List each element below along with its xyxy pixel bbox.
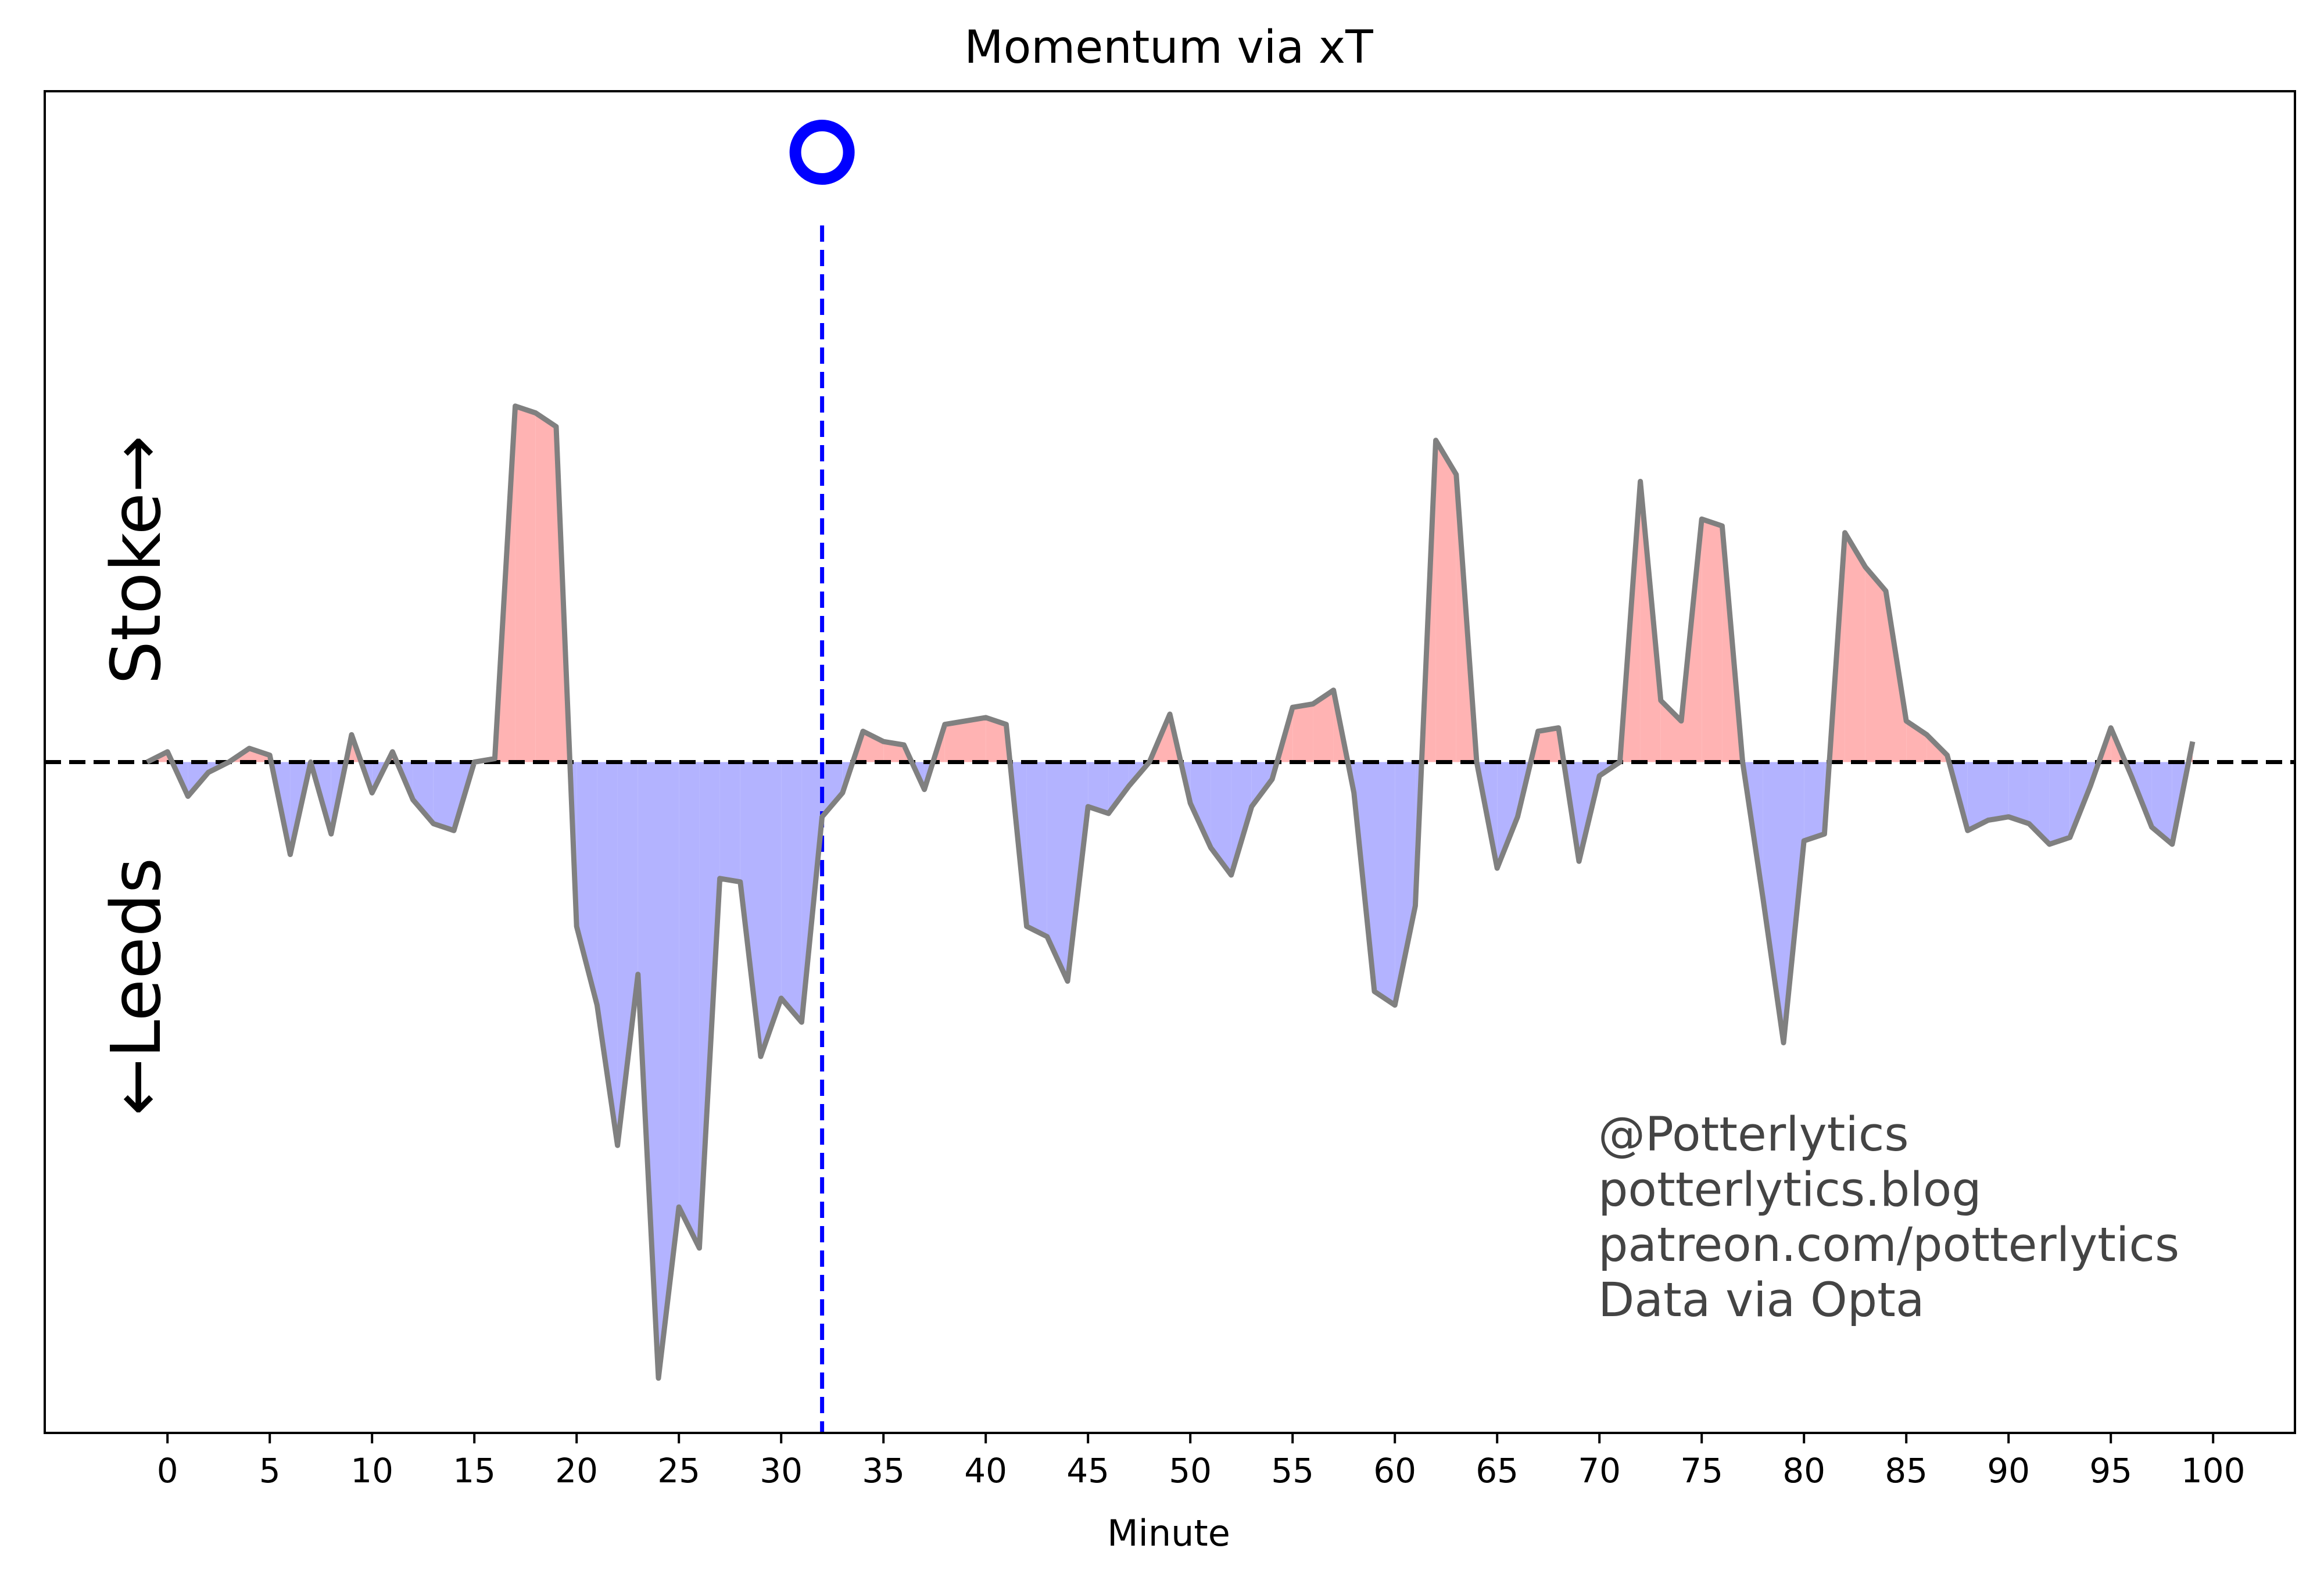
credit-patreon: patreon.com/potterlytics: [1598, 1218, 2179, 1273]
leeds-area-segment: [719, 762, 740, 882]
leeds-area-segment: [1088, 762, 1109, 813]
stoke-area-segment: [1435, 440, 1456, 762]
stoke-area-segment: [944, 721, 965, 762]
x-axis: 0 5 10 15 20 25 30 35 40 45 50 55 60 65 70 75 80 85 90 95 10…: [157, 1433, 2246, 1490]
x-tick-label: 70: [1578, 1451, 1621, 1490]
leeds-area-segment: [433, 762, 454, 831]
leeds-area-segment: [1988, 762, 2009, 820]
leeds-area-segment: [781, 762, 802, 1023]
leeds-area-segment: [1211, 762, 1231, 875]
x-tick-label: 20: [555, 1451, 598, 1490]
x-tick-label: 15: [453, 1451, 496, 1490]
leeds-area-segment: [1026, 762, 1047, 937]
leeds-area-segment: [679, 762, 700, 1248]
x-tick-label: 45: [1066, 1451, 1109, 1490]
stoke-area-segment: [1538, 728, 1559, 762]
leeds-area-segment: [1108, 762, 1129, 813]
x-tick-label: 50: [1169, 1451, 1212, 1490]
momentum-line: [145, 403, 2196, 1381]
stoke-area-segment: [986, 717, 1007, 762]
x-tick-label: 65: [1476, 1451, 1519, 1490]
credit-twitter: @Potterlytics: [1598, 1108, 1909, 1162]
x-axis-label: Minute: [1107, 1512, 1230, 1554]
stoke-area-segment: [1702, 519, 1723, 762]
x-tick-label: 75: [1680, 1451, 1723, 1490]
leeds-area-segment: [2008, 762, 2029, 824]
leeds-area-segment: [1967, 762, 1988, 831]
leeds-area-segment: [761, 762, 782, 1057]
leeds-area-segment: [638, 762, 658, 1378]
credits: @Potterlytics potterlytics.blog patreon.…: [1598, 1108, 2179, 1328]
stoke-area-segment: [535, 413, 556, 762]
stoke-label: Stoke→: [96, 435, 176, 685]
x-tick-label: 0: [157, 1451, 178, 1490]
plot-area: [45, 120, 2295, 1433]
credit-data-source: Data via Opta: [1598, 1273, 1925, 1328]
stoke-area-segment: [1906, 721, 1927, 762]
chart-title: Momentum via xT: [964, 21, 1373, 74]
x-tick-label: 30: [760, 1451, 803, 1490]
x-tick-label: 80: [1782, 1451, 1825, 1490]
leeds-area-segment: [740, 762, 761, 1057]
stoke-area-segment: [1865, 567, 1886, 762]
x-tick-label: 25: [657, 1451, 700, 1490]
stoke-area-segment: [1313, 690, 1334, 762]
x-tick-label: 95: [2089, 1451, 2132, 1490]
x-tick-label: 85: [1885, 1451, 1928, 1490]
x-tick-label: 100: [2181, 1451, 2246, 1490]
leeds-area-segment: [822, 762, 843, 817]
stoke-area-segment: [1845, 532, 1865, 762]
leeds-area-segment: [2049, 762, 2070, 844]
plot-frame: [44, 90, 2296, 1434]
x-tick-label: 40: [964, 1451, 1007, 1490]
x-tick-label: 90: [1987, 1451, 2030, 1490]
leeds-area-segment: [1804, 762, 1825, 841]
stoke-area-segment: [515, 406, 536, 762]
leeds-area-segment: [658, 762, 679, 1378]
x-tick-label: 35: [862, 1451, 905, 1490]
leeds-area-segment: [617, 762, 638, 1146]
x-tick-label: 55: [1271, 1451, 1314, 1490]
leeds-area-segment: [1497, 762, 1518, 869]
leeds-area-segment: [597, 762, 618, 1146]
stoke-area-segment: [965, 717, 986, 762]
x-tick-label: 5: [259, 1451, 281, 1490]
credit-blog: potterlytics.blog: [1598, 1163, 1982, 1217]
leeds-area-segment: [2029, 762, 2050, 844]
leeds-label: ←Leeds: [96, 858, 176, 1116]
leeds-area-segment: [1374, 762, 1395, 1005]
leeds-area-segment: [413, 762, 434, 824]
leeds-area-segment: [1763, 762, 1784, 1043]
leeds-area-segment: [1395, 762, 1416, 1005]
leeds-area-segment: [1231, 762, 1252, 875]
goal-marker: [789, 120, 855, 185]
leeds-area-segment: [1047, 762, 1068, 981]
stoke-area-segment: [1292, 704, 1313, 762]
leeds-area-segment: [2151, 762, 2172, 844]
x-tick-label: 60: [1373, 1451, 1416, 1490]
x-tick-label: 10: [350, 1451, 393, 1490]
leeds-area-segment: [1190, 762, 1211, 848]
